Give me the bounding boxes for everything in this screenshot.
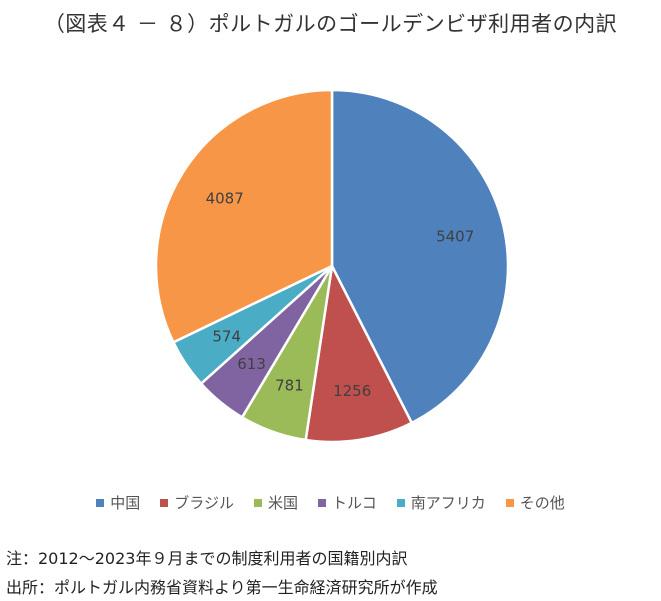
pie-slice-6 [154, 88, 334, 344]
legend-item-4: トルコ [318, 492, 377, 513]
chart-title: （図表４ － ８）ポルトガルのゴールデンビザ利用者の内訳 [43, 12, 618, 36]
legend-item-3: 米国 [253, 492, 298, 513]
chart-legend: 中国 ブラジル 米国 トルコ 南アフリカ その他 [0, 492, 661, 513]
pie-slice-2 [304, 261, 414, 444]
data-label-5: 574 [212, 328, 241, 346]
data-label-4: 613 [237, 355, 266, 373]
legend-item-2: ブラジル [160, 492, 234, 513]
legend-label: 中国 [110, 494, 141, 512]
data-label-1: 5407 [436, 228, 474, 246]
pie-chart: 5407 1256 781 613 574 4087 [154, 88, 510, 444]
legend-swatch [318, 498, 326, 507]
legend-swatch [396, 498, 405, 507]
data-label-2: 1256 [333, 382, 371, 400]
chart-source: 出所：ポルトガル内務省資料より第一生命経済研究所が作成 [6, 578, 438, 597]
chart-note: 注：2012～2023年９月までの制度利用者の国籍別内訳 [6, 549, 408, 568]
legend-label: 南アフリカ [410, 494, 486, 512]
legend-label: 米国 [267, 494, 298, 512]
legend-item-5: 南アフリカ [396, 492, 486, 513]
legend-swatch [253, 498, 262, 507]
legend-swatch [96, 498, 105, 507]
legend-label: トルコ [332, 494, 377, 512]
legend-item-1: 中国 [96, 492, 140, 513]
legend-swatch [160, 498, 169, 507]
data-label-3: 781 [275, 376, 304, 394]
legend-swatch [505, 498, 514, 507]
data-label-6: 4087 [206, 190, 244, 208]
legend-label: その他 [519, 494, 565, 512]
pie-slice-1 [330, 88, 510, 425]
legend-label: ブラジル [174, 494, 234, 512]
legend-item-6: その他 [505, 492, 565, 513]
